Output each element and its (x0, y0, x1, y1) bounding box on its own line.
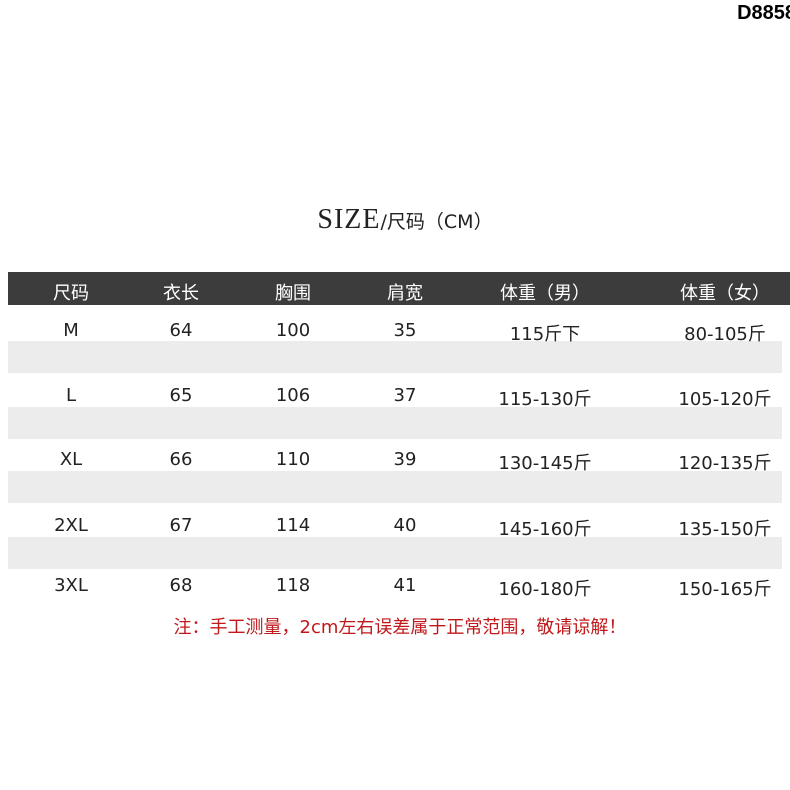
title: SIZE/尺码（CM） (0, 204, 790, 236)
table-cell: 135-150斤 (678, 519, 772, 540)
table-cell: 41 (393, 575, 417, 596)
table-cell: 2XL (54, 515, 88, 536)
header-cell: 尺码 (53, 283, 89, 304)
table-cell: 160-180斤 (498, 579, 592, 600)
table-cell: 67 (169, 515, 193, 536)
table-cell: 114 (275, 515, 311, 536)
table-cell: 115-130斤 (498, 389, 592, 410)
table-cell: 35 (393, 320, 417, 341)
row-stripe (8, 537, 782, 569)
table-cell: L (65, 385, 77, 406)
table-cell: 115斤下 (509, 324, 581, 345)
table-cell: M (63, 320, 79, 341)
table-cell: 120-135斤 (678, 453, 772, 474)
title-sub: /尺码（CM） (380, 211, 493, 233)
title-main: SIZE (317, 204, 381, 235)
table-cell: XL (59, 449, 83, 470)
table-cell: 105-120斤 (678, 389, 772, 410)
table-cell: 118 (275, 575, 311, 596)
header-bar (8, 272, 790, 305)
table-cell: 66 (169, 449, 193, 470)
table-cell: 65 (169, 385, 193, 406)
header-cell: 胸围 (275, 283, 311, 304)
table-cell: 130-145斤 (498, 453, 592, 474)
table-cell: 110 (275, 449, 311, 470)
header-cell: 衣长 (163, 283, 199, 304)
table-cell: 100 (275, 320, 311, 341)
row-stripe (8, 341, 782, 373)
row-stripe (8, 471, 782, 503)
table-cell: 68 (169, 575, 193, 596)
note: 注：手工测量，2cm左右误差属于正常范围，敬请谅解！ (173, 617, 627, 638)
header-cell: 体重（男） (500, 283, 590, 304)
header-cell: 肩宽 (387, 283, 423, 304)
table-cell: 40 (393, 515, 417, 536)
header-cell: 体重（女） (680, 283, 770, 304)
table-cell: 106 (275, 385, 311, 406)
table-cell: 3XL (54, 575, 88, 596)
table-cell: 39 (393, 449, 417, 470)
product-code: D8858 (737, 2, 790, 24)
table-cell: 80-105斤 (684, 324, 766, 345)
table-cell: 145-160斤 (498, 519, 592, 540)
row-stripe (8, 407, 782, 439)
table-cell: 150-165斤 (678, 579, 772, 600)
table-cell: 37 (393, 385, 417, 406)
table-cell: 64 (169, 320, 193, 341)
